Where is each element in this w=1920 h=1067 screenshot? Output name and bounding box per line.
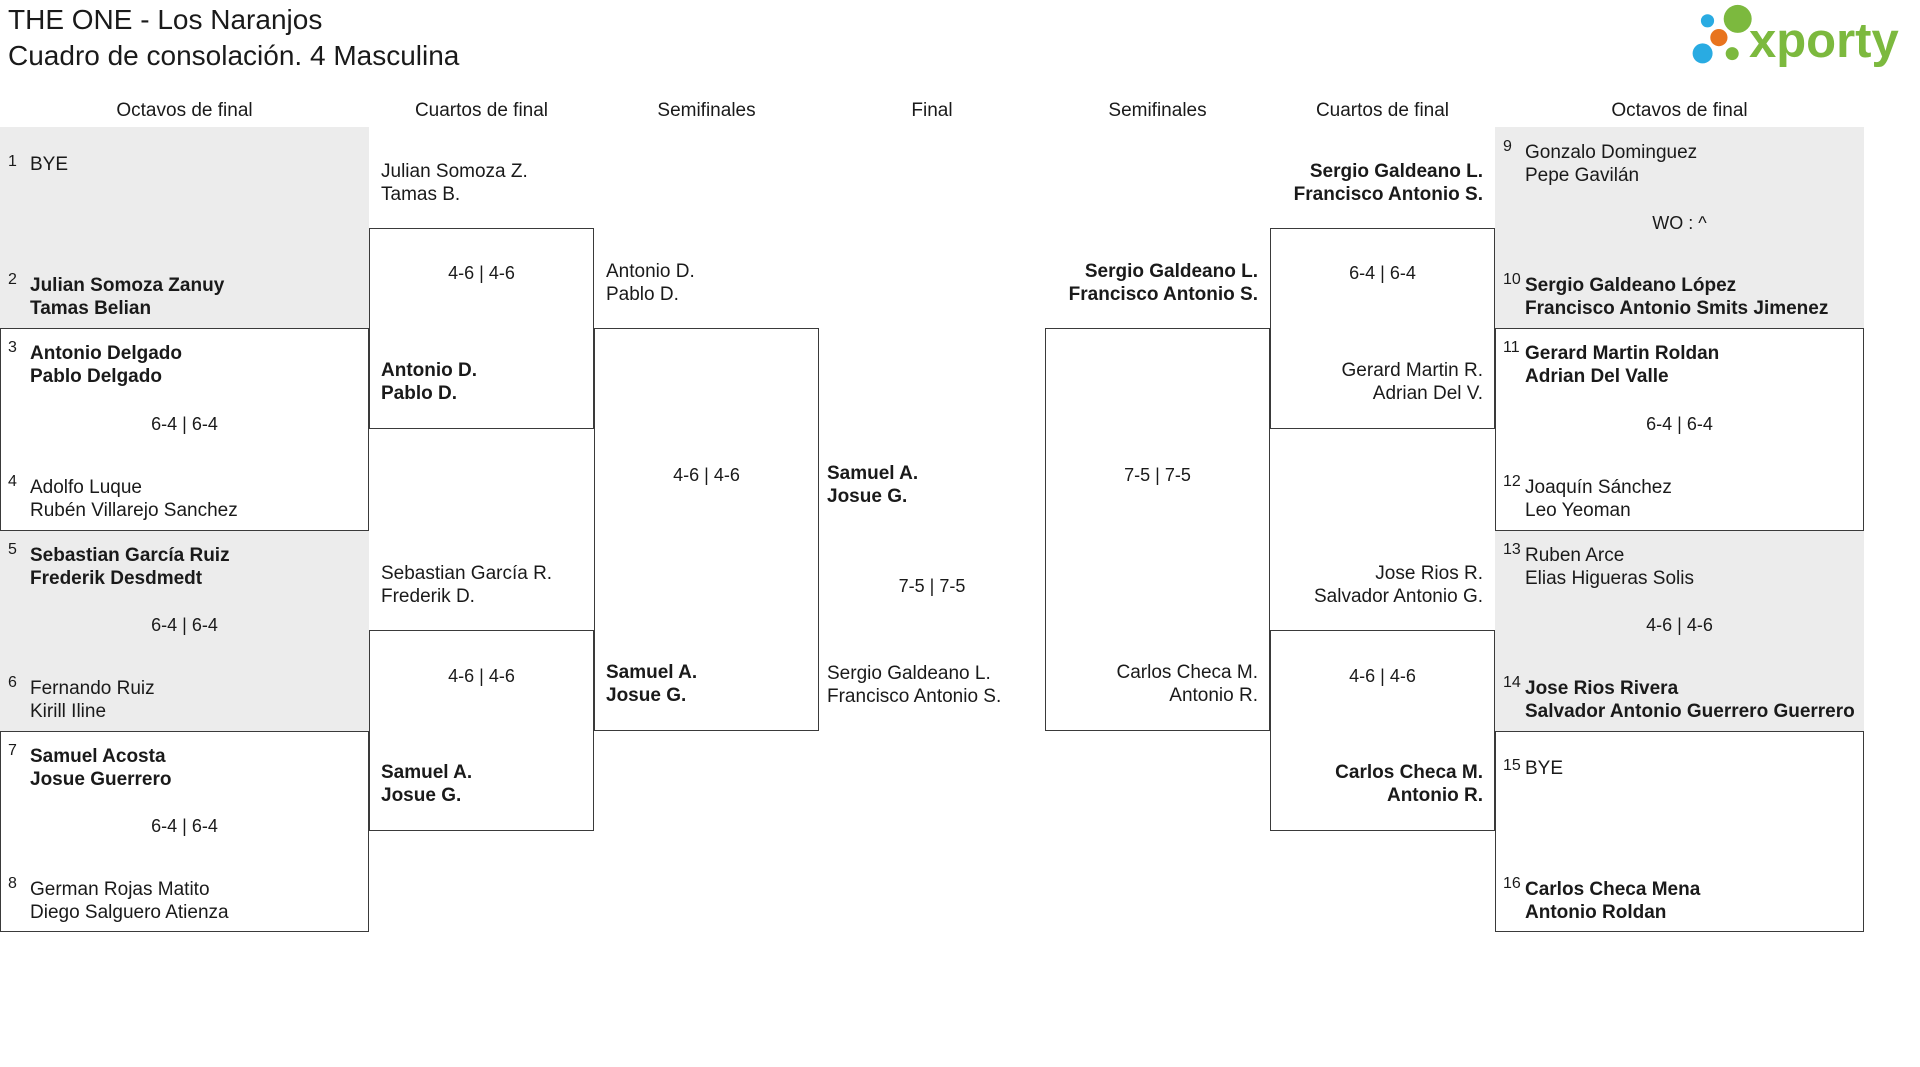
svg-text:xporty: xporty xyxy=(1749,14,1899,68)
